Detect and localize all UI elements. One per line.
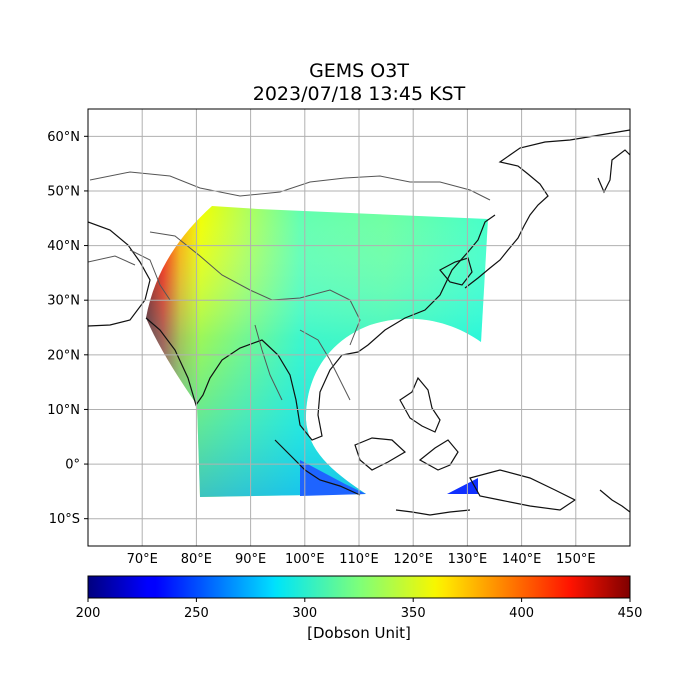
longitude-ticks: 70°E 80°E 90°E 100°E 110°E 120°E 130°E 140°E 150… — [127, 552, 596, 567]
lat-tick-label: 0° — [65, 458, 80, 473]
lat-tick-label: 60°N — [47, 130, 80, 145]
lon-tick-label: 120°E — [393, 552, 433, 567]
latitude-ticks: 60°N 50°N 40°N 30°N 20°N 10°N 0° 10°S — [47, 130, 88, 527]
colorbar-tick-label: 450 — [618, 606, 643, 621]
colorbar-tick-label: 400 — [509, 606, 534, 621]
map-grid — [88, 109, 630, 546]
colorbar-tick-label: 300 — [292, 606, 317, 621]
lat-tick-label: 10°N — [47, 403, 80, 418]
colorbar-tick-label: 350 — [401, 606, 426, 621]
map-title: GEMS O3T — [309, 60, 409, 82]
colorbar-tick-label: 200 — [76, 606, 101, 621]
colorbar — [87, 575, 631, 599]
lon-tick-label: 100°E — [285, 552, 325, 567]
lon-tick-label: 110°E — [339, 552, 379, 567]
low-ozone-patch — [300, 460, 366, 496]
lon-tick-label: 140°E — [502, 552, 542, 567]
lat-tick-label: 30°N — [47, 294, 80, 309]
low-ozone-patch-east — [447, 478, 478, 494]
lon-tick-label: 130°E — [448, 552, 488, 567]
lat-tick-label: 40°N — [47, 239, 80, 254]
map-subtitle: 2023/07/18 13:45 KST — [252, 83, 466, 105]
coastlines — [88, 129, 630, 516]
colorbar-ticks: 200 250 300 350 400 450 — [76, 598, 643, 621]
lon-tick-label: 90°E — [235, 552, 266, 567]
colorbar-label: [Dobson Unit] — [307, 624, 411, 642]
lon-tick-label: 80°E — [181, 552, 212, 567]
lon-tick-label: 150°E — [556, 552, 596, 567]
colorbar-tick-label: 250 — [184, 606, 209, 621]
lon-tick-label: 70°E — [127, 552, 158, 567]
map-frame — [87, 108, 631, 547]
lat-tick-label: 50°N — [47, 184, 80, 199]
lat-tick-label: 10°S — [49, 512, 80, 527]
lat-tick-label: 20°N — [47, 348, 80, 363]
